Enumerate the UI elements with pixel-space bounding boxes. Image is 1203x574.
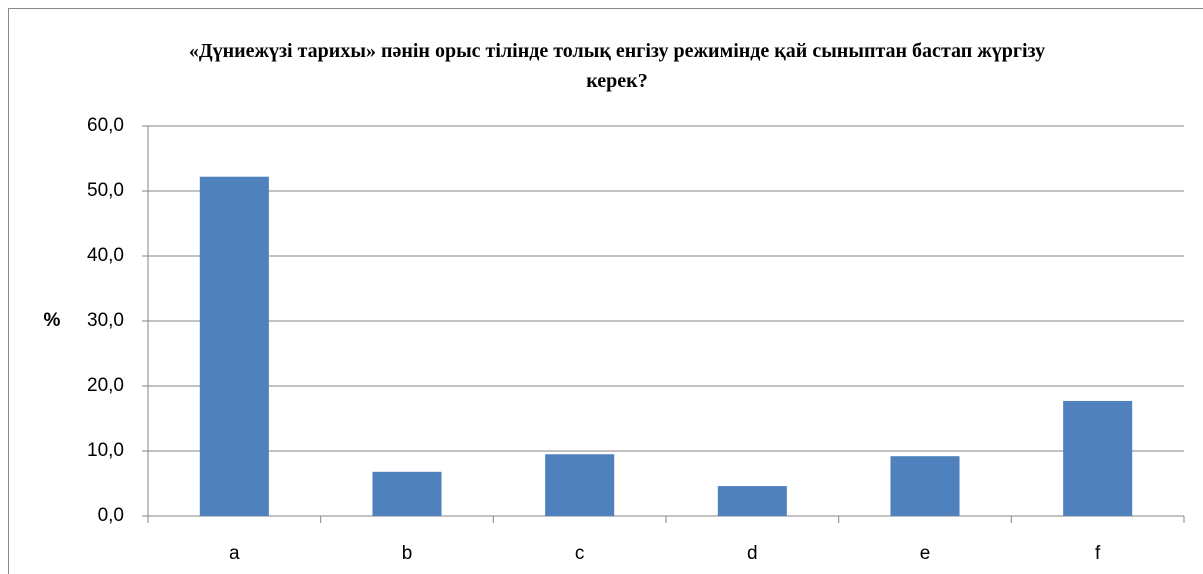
- bar: [199, 176, 269, 516]
- y-tick-label: 60,0: [87, 115, 124, 136]
- bar: [372, 471, 442, 516]
- y-tick-label: 0,0: [98, 505, 124, 526]
- y-tick-label: 50,0: [87, 180, 124, 201]
- x-tick-label: f: [1095, 543, 1101, 564]
- bar: [545, 454, 615, 516]
- bar: [1063, 400, 1133, 516]
- chart-title: «Дүниежүзі тарихы» пәнін орыс тілінде то…: [188, 40, 1046, 92]
- y-axis-label: %: [44, 310, 61, 331]
- x-tick-label: e: [920, 543, 931, 564]
- bar: [890, 456, 960, 516]
- x-tick-label: b: [402, 543, 413, 564]
- y-tick-label: 10,0: [87, 440, 124, 461]
- chart-border: [8, 8, 1203, 574]
- bar: [717, 486, 787, 516]
- y-tick-label: 20,0: [87, 375, 124, 396]
- y-tick-label: 30,0: [87, 310, 124, 331]
- y-tick-label: 40,0: [87, 245, 124, 266]
- x-tick-label: c: [575, 543, 585, 564]
- x-tick-label: d: [747, 543, 758, 564]
- x-tick-label: a: [229, 543, 240, 564]
